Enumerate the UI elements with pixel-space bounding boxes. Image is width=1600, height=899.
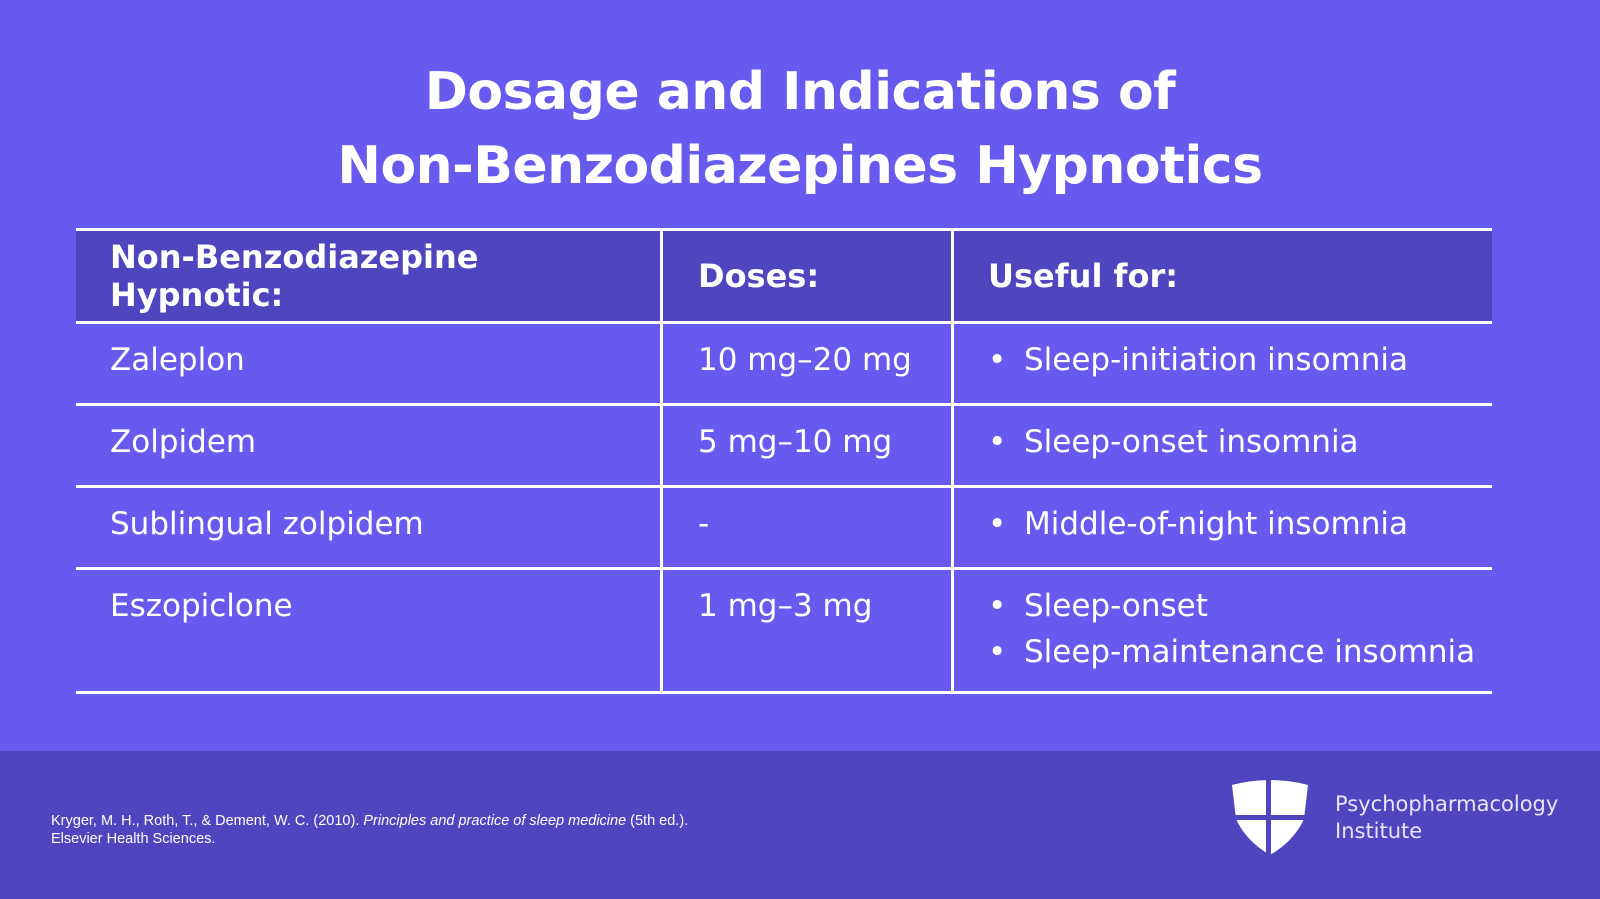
page-title: Dosage and Indications of Non-Benzodiaze… [0, 55, 1600, 203]
dose-cell: 1 mg–3 mg [663, 570, 954, 691]
hypnotics-table: Non-Benzodiazepine Hypnotic: Doses: Usef… [76, 228, 1492, 694]
uses-cell: • Sleep-initiation insomnia [954, 324, 1492, 403]
header-useful-for: Useful for: [988, 257, 1179, 295]
citation-authors: Kryger, M. H., Roth, T., & Dement, W. C.… [51, 813, 364, 829]
bullet-icon: • [988, 506, 1007, 542]
bullet-icon: • [988, 424, 1007, 460]
shield-cross-icon [1230, 779, 1310, 855]
uses-cell: • Middle-of-night insomnia [954, 488, 1492, 567]
dose-cell: - [663, 488, 954, 567]
use-text: Sleep-onset insomnia [1024, 424, 1359, 460]
uses-cell: • Sleep-onset • Sleep-maintenance insomnia [954, 570, 1492, 691]
drug-cell: Eszopiclone [76, 570, 663, 691]
title-line-1: Dosage and Indications of [424, 62, 1176, 122]
header-doses: Doses: [663, 231, 954, 321]
use-item: • Middle-of-night insomnia [988, 506, 1492, 542]
citation-publisher: Elsevier Health Sciences. [51, 831, 216, 847]
title-line-2: Non-Benzodiazepines Hypnotics [337, 136, 1263, 196]
use-text: Sleep-initiation insomnia [1024, 342, 1409, 378]
brand-name: Psychopharmacology Institute [1335, 791, 1558, 845]
bullet-icon: • [988, 634, 1007, 670]
table-row: Sublingual zolpidem - • Middle-of-night i… [76, 488, 1492, 570]
drug-cell: Sublingual zolpidem [76, 488, 663, 567]
dose-cell: 5 mg–10 mg [663, 406, 954, 485]
table-row: Zolpidem 5 mg–10 mg • Sleep-onset insomni… [76, 406, 1492, 488]
citation: Kryger, M. H., Roth, T., & Dement, W. C.… [51, 812, 688, 848]
bullet-icon: • [988, 588, 1007, 624]
drug-cell: Zaleplon [76, 324, 663, 403]
use-item: • Sleep-onset insomnia [988, 424, 1492, 460]
use-text: Middle-of-night insomnia [1024, 506, 1408, 542]
table-header-row: Non-Benzodiazepine Hypnotic: Doses: Usef… [76, 231, 1492, 324]
use-item: • Sleep-onset [988, 588, 1492, 624]
bullet-icon: • [988, 342, 1007, 378]
table-row: Eszopiclone 1 mg–3 mg • Sleep-onset • Sleep… [76, 570, 1492, 694]
use-item: • Sleep-maintenance insomnia [988, 634, 1492, 670]
use-text: Sleep-maintenance insomnia [1024, 634, 1476, 670]
dose-cell: 10 mg–20 mg [663, 324, 954, 403]
use-text: Sleep-onset [1024, 588, 1208, 624]
brand-line-1: Psychopharmacology [1335, 792, 1559, 816]
footer: Kryger, M. H., Roth, T., & Dement, W. C.… [0, 751, 1600, 899]
table-row: Zaleplon 10 mg–20 mg • Sleep-initiation i… [76, 324, 1492, 406]
drug-cell: Zolpidem [76, 406, 663, 485]
brand-line-2: Institute [1335, 819, 1423, 843]
header-drug: Non-Benzodiazepine Hypnotic: [76, 231, 663, 321]
uses-cell: • Sleep-onset insomnia [954, 406, 1492, 485]
citation-edition: (5th ed.). [626, 813, 689, 829]
use-item: • Sleep-initiation insomnia [988, 342, 1492, 378]
citation-title: Principles and practice of sleep medicin… [363, 813, 627, 829]
